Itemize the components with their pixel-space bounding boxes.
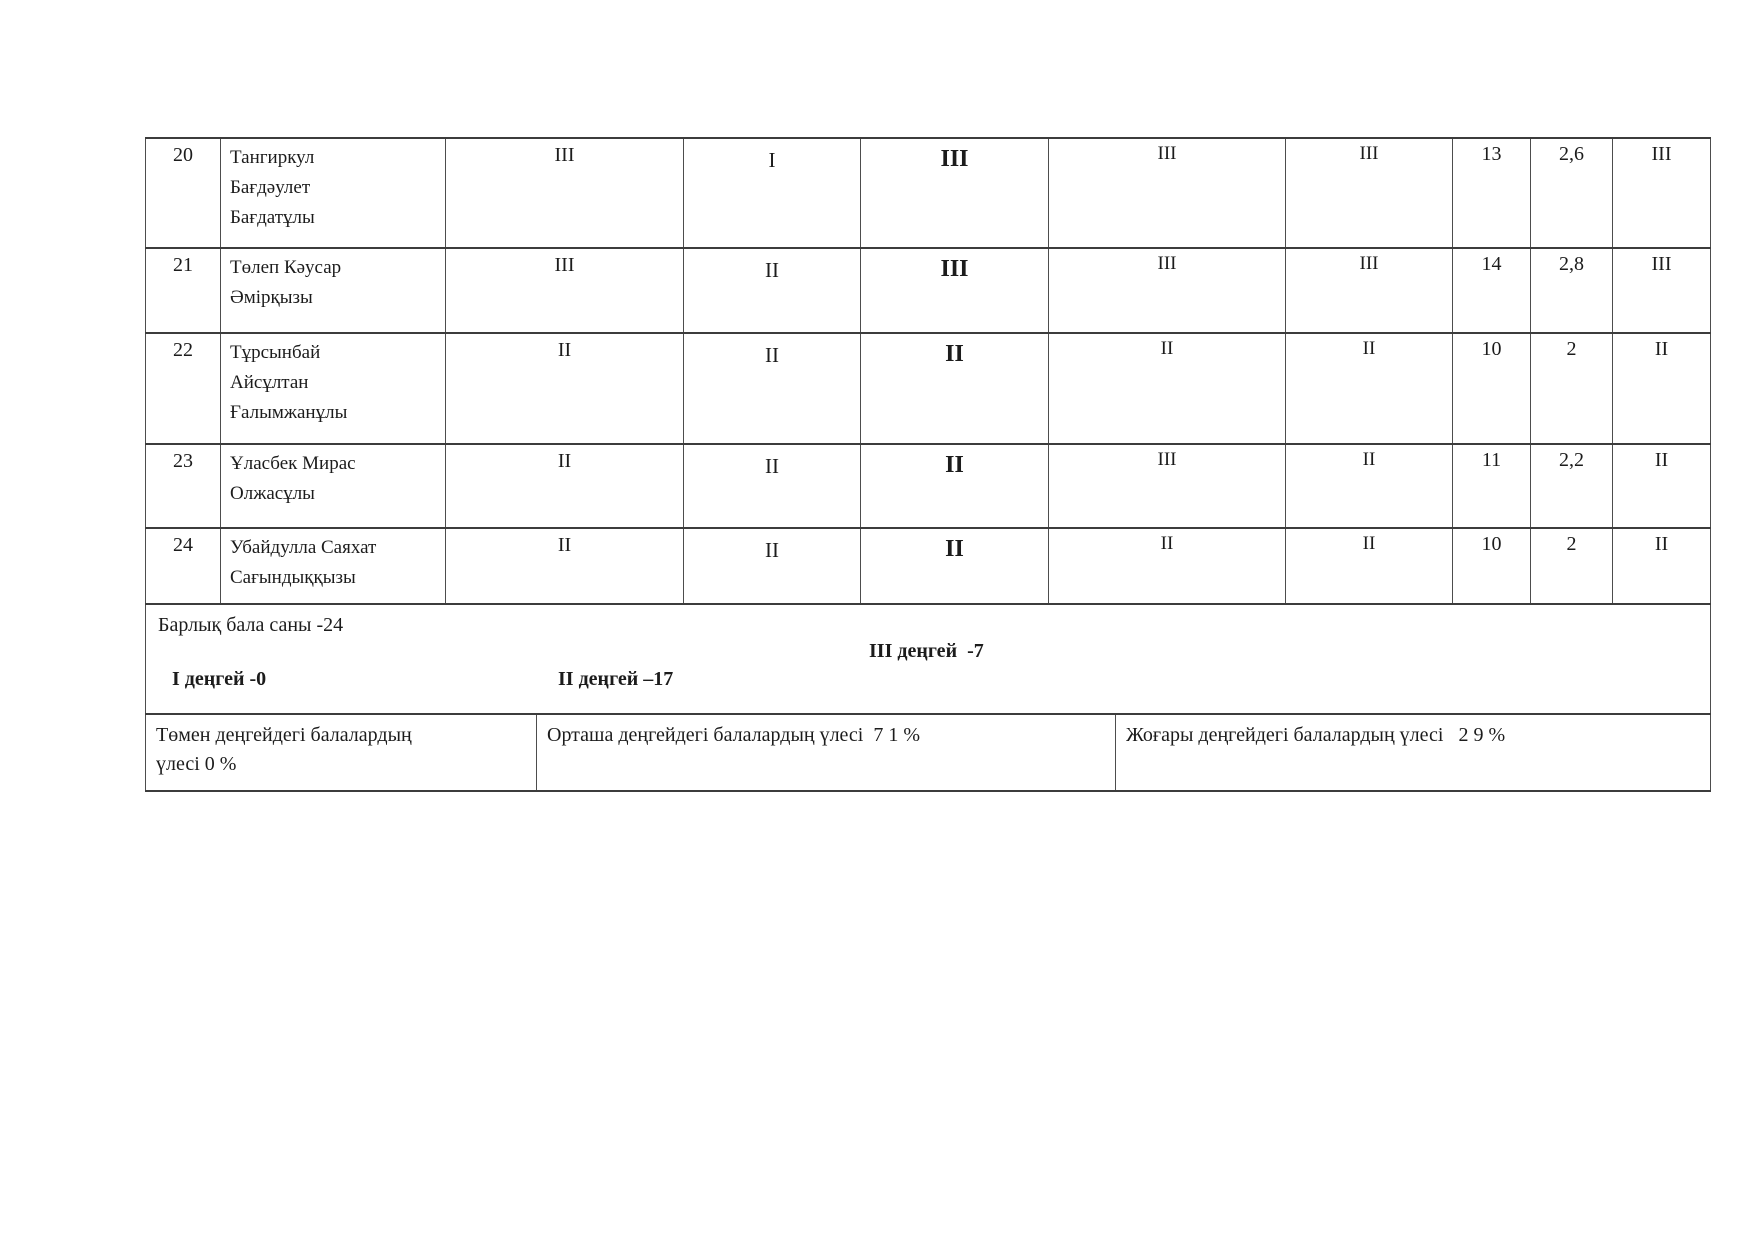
mark-cell: III [860,247,1049,334]
level-cell: III [1612,137,1711,249]
row-number-cell: 24 [145,527,221,605]
total-score-cell: 10 [1452,527,1531,605]
table-row: 21 Төлеп Кәусар Әмірқызы III II III III … [145,247,1711,334]
mark-cell: II [445,332,684,445]
mark-cell: III [1285,247,1453,334]
student-name-cell: Убайдулла Саяхат Сағындыққызы [220,527,446,605]
total-score-cell: 13 [1452,137,1531,249]
mark-cell: III [1048,247,1286,334]
level3-count-text: III деңгей -7 [869,640,984,662]
mark-cell: II [1048,332,1286,445]
mark-cell: I [683,137,861,249]
level-counts-line: І деңгей -0 ІІ деңгей –17 [147,668,1710,700]
total-score-cell: 10 [1452,332,1531,445]
low-level-share-cell: Төмен деңгейдегі балалардың үлесі 0 % [145,713,537,792]
level-cell: II [1612,332,1711,445]
average-score-cell: 2 [1530,527,1613,605]
mark-cell: II [860,332,1049,445]
level-cell: III [1612,247,1711,334]
table-row: 23 Ұласбек Мирас Олжасұлы II II II III I… [145,443,1711,529]
student-levels-table: 20 Тангиркул Бағдәулет Бағдатұлы III I I… [145,137,1711,715]
mark-cell: II [1285,443,1453,529]
mark-cell: II [683,247,861,334]
percentage-row: Төмен деңгейдегі балалардың үлесі 0 % Ор… [145,713,1711,792]
row-number-cell: 23 [145,443,221,529]
mid-level-share-cell: Орташа деңгейдегі балалардың үлесі 7 1 % [536,713,1116,792]
level-cell: II [1612,527,1711,605]
total-children-text: Барлық бала саны -24 [158,614,344,636]
average-score-cell: 2 [1530,332,1613,445]
summary-row: Барлық бала саны -24 III деңгей -7 І дең… [145,603,1711,715]
student-name-cell: Тангиркул Бағдәулет Бағдатұлы [220,137,446,249]
assessment-table: 20 Тангиркул Бағдәулет Бағдатұлы III I I… [145,137,1711,792]
mark-cell: II [860,443,1049,529]
mark-cell: III [860,137,1049,249]
level2-count-text: ІІ деңгей –17 [558,668,674,690]
high-level-share-cell: Жоғары деңгейдегі балалардың үлесі 2 9 % [1115,713,1711,792]
level1-count-text: І деңгей -0 [172,668,267,690]
average-score-cell: 2,6 [1530,137,1613,249]
mark-cell: II [1048,527,1286,605]
average-score-cell: 2,2 [1530,443,1613,529]
mark-cell: II [1285,332,1453,445]
total-score-cell: 11 [1452,443,1531,529]
mark-cell: II [1285,527,1453,605]
mark-cell: III [1048,443,1286,529]
row-number-cell: 21 [145,247,221,334]
percentage-table: Төмен деңгейдегі балалардың үлесі 0 % Ор… [145,713,1711,792]
mark-cell: II [445,527,684,605]
mark-cell: II [683,527,861,605]
mark-cell: III [1048,137,1286,249]
total-score-cell: 14 [1452,247,1531,334]
summary-cell: Барлық бала саны -24 III деңгей -7 І дең… [145,603,1711,715]
table-row: 24 Убайдулла Саяхат Сағындыққызы II II I… [145,527,1711,605]
mark-cell: III [445,137,684,249]
level-cell: II [1612,443,1711,529]
mark-cell: III [1285,137,1453,249]
mark-cell: II [860,527,1049,605]
table-row: 20 Тангиркул Бағдәулет Бағдатұлы III I I… [145,137,1711,249]
mark-cell: II [445,443,684,529]
row-number-cell: 22 [145,332,221,445]
row-number-cell: 20 [145,137,221,249]
mark-cell: II [683,443,861,529]
table-row: 22 Тұрсынбай Айсұлтан Ғалымжанұлы II II … [145,332,1711,445]
student-name-cell: Ұласбек Мирас Олжасұлы [220,443,446,529]
mark-cell: III [445,247,684,334]
student-name-cell: Төлеп Кәусар Әмірқызы [220,247,446,334]
student-name-cell: Тұрсынбай Айсұлтан Ғалымжанұлы [220,332,446,445]
average-score-cell: 2,8 [1530,247,1613,334]
mark-cell: II [683,332,861,445]
